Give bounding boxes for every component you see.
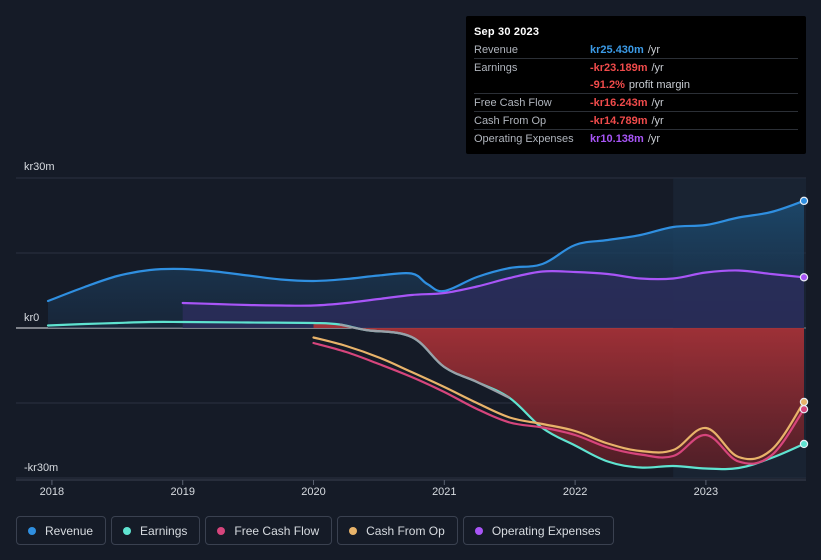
operating-expenses-area <box>182 270 804 328</box>
data-tooltip: Sep 30 2023 Revenue kr25.430m /yr Earnin… <box>466 16 806 154</box>
x-tick-label: 2021 <box>432 486 456 498</box>
legend-label: Earnings <box>140 523 188 538</box>
legend-item-revenue[interactable]: Revenue <box>16 516 107 545</box>
legend-dot-icon <box>474 526 483 535</box>
operating-expenses-line <box>181 269 806 307</box>
earnings-transition-line <box>339 323 511 399</box>
legend-dot-icon <box>349 526 358 535</box>
legend-label: Cash From Op <box>366 523 445 538</box>
free-cash-flow-line <box>312 341 806 465</box>
operating-expenses-end-marker <box>799 273 809 282</box>
legend-item-cash-from-op[interactable]: Cash From Op <box>337 516 458 545</box>
x-tick-label: 2022 <box>563 486 587 498</box>
tooltip-value: -91.2% <box>590 78 625 91</box>
tooltip-value: -kr14.789m <box>590 114 648 127</box>
y-tick-label: -kr30m <box>24 462 58 474</box>
legend-item-earnings[interactable]: Earnings <box>111 516 201 545</box>
legend-label: Free Cash Flow <box>234 523 320 538</box>
tooltip-unit: /yr <box>651 114 664 127</box>
legend-item-free-cash-flow[interactable]: Free Cash Flow <box>205 516 333 545</box>
tooltip-unit: /yr <box>651 96 664 109</box>
tooltip-date: Sep 30 2023 <box>474 26 540 38</box>
tooltip-label: Cash From Op <box>474 114 547 127</box>
revenue-end-marker <box>799 196 809 206</box>
legend-dot-icon <box>217 526 226 535</box>
legend-item-operating-expenses[interactable]: Operating Expenses <box>462 516 614 545</box>
x-tick-label: 2020 <box>301 486 325 498</box>
tooltip-unit: profit margin <box>628 78 690 91</box>
legend-label: Revenue <box>45 523 94 538</box>
legend-label: Operating Expenses <box>491 523 601 538</box>
revenue-line <box>46 199 806 303</box>
tooltip-value: -kr16.243m <box>590 96 648 109</box>
tooltip-unit: /yr <box>651 61 664 74</box>
legend-dot-icon <box>28 526 36 535</box>
tooltip-value: kr25.430m <box>590 43 644 56</box>
tooltip-row-earnings: Earnings -kr23.189m /yr <box>474 58 798 76</box>
tooltip-value: kr10.138m <box>590 132 644 145</box>
tooltip-label: Revenue <box>474 43 519 56</box>
tooltip-row-cash-from-op: Cash From Op -kr14.789m /yr <box>474 111 798 129</box>
x-tick-label: 2018 <box>40 486 64 498</box>
legend-dot-icon <box>123 526 132 535</box>
tooltip-label: Operating Expenses <box>474 132 574 145</box>
x-tick-label: 2019 <box>170 486 194 498</box>
y-tick-label: kr30m <box>24 161 55 173</box>
free-cash-flow-end-marker <box>799 405 809 414</box>
cash-from-op-line <box>312 336 806 461</box>
tooltip-row-profit-margin: -91.2% profit margin <box>474 76 798 93</box>
earnings-negative-area <box>313 323 804 470</box>
tooltip-unit: /yr <box>647 43 661 56</box>
tooltip-row-operating-expenses: Operating Expenses kr10.138m /yr <box>474 129 798 147</box>
tooltip-row-revenue: Revenue kr25.430m /yr <box>474 41 798 58</box>
earnings-end-marker <box>799 439 809 449</box>
tooltip-label: Free Cash Flow <box>474 96 552 109</box>
y-tick-label: kr0 <box>24 312 39 324</box>
tooltip-row-free-cash-flow: Free Cash Flow -kr16.243m /yr <box>474 93 798 111</box>
chart-legend: Revenue Earnings Free Cash Flow Cash Fro… <box>16 516 614 545</box>
cash-from-op-end-marker <box>799 397 809 407</box>
tooltip-unit: /yr <box>647 132 661 145</box>
tooltip-label: Earnings <box>474 61 518 74</box>
x-tick-label: 2023 <box>694 486 718 498</box>
tooltip-value: -kr23.189m <box>590 61 648 74</box>
